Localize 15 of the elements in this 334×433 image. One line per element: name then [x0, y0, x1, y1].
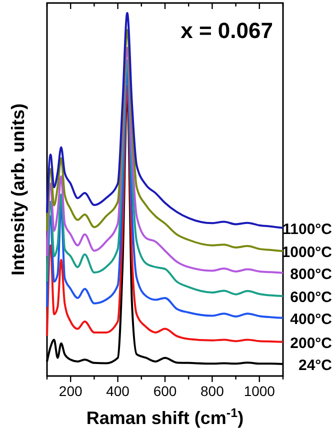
x-tick-label: 400: [106, 383, 130, 399]
series-label: 1100°C: [282, 220, 332, 238]
x-tick-label: 1000: [244, 383, 276, 399]
series-label: 600°C: [290, 289, 332, 306]
series-label: 800°C: [290, 266, 332, 283]
series-label: 200°C: [290, 334, 332, 352]
x-tick-label: 600: [153, 383, 177, 399]
x-tick-label: 200: [58, 383, 82, 399]
series-label: 400°C: [290, 310, 332, 328]
x-tick-label: 800: [200, 383, 224, 399]
series-label: 1000°C: [282, 244, 332, 262]
annotation: x = 0.067: [180, 18, 273, 43]
x-axis-title: Raman shift (cm$^{-1}$): [86, 406, 244, 428]
series-label: 24°C: [298, 357, 332, 374]
y-axis-title: Intensity (arb. units): [8, 103, 28, 276]
